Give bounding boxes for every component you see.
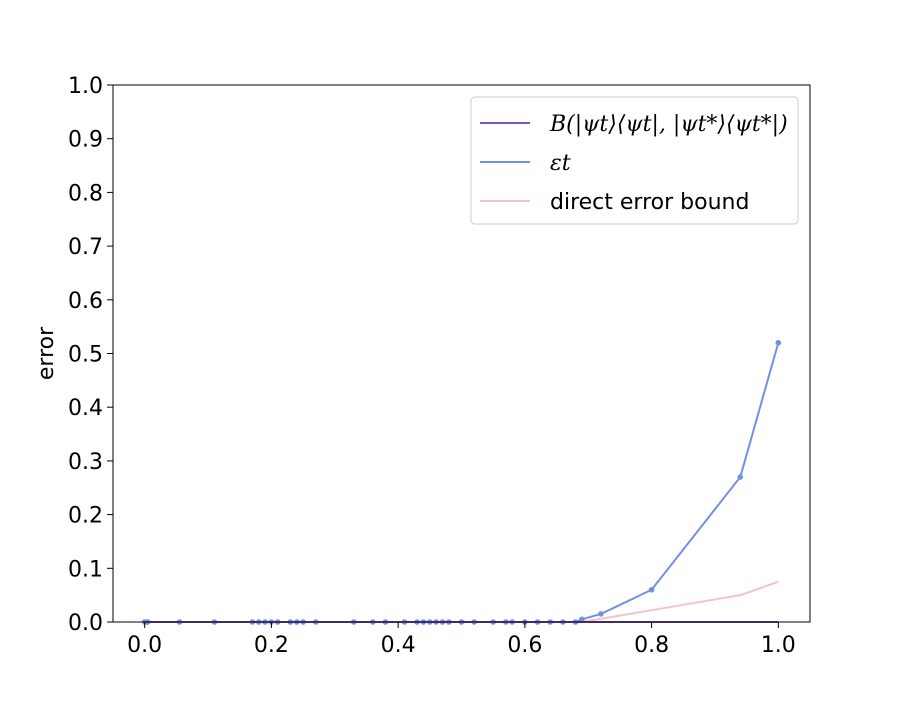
data-point	[737, 474, 744, 480]
y-tick-label: 1.0	[68, 74, 103, 99]
y-tick-label: 0.2	[68, 504, 103, 529]
y-tick-label: 0.4	[68, 396, 103, 421]
x-tick-label: 0.0	[127, 633, 162, 658]
x-tick-label: 1.0	[761, 633, 796, 658]
legend-label: εt	[550, 151, 571, 176]
x-tick-label: 0.8	[634, 633, 669, 658]
x-tick-label: 0.6	[507, 633, 542, 658]
y-tick-label: 0.8	[68, 181, 103, 206]
y-tick-label: 0.9	[68, 128, 103, 153]
x-axis: 0.0 0.2 0.4 0.6 0.8 1.0	[127, 622, 796, 658]
y-tick-label: 0.7	[68, 235, 103, 260]
y-tick-label: 0.6	[68, 289, 103, 314]
y-tick-label: 0.0	[68, 611, 103, 636]
legend: B(|ψt⟩⟨ψt|, |ψt*⟩⟨ψt*|) εt direct error bo…	[470, 96, 799, 225]
data-point	[579, 616, 585, 623]
x-tick-label: 0.4	[381, 633, 416, 658]
data-point	[598, 611, 604, 617]
y-axis-label: error	[34, 326, 59, 380]
y-axis: 0.0 0.1 0.2 0.3 0.4 0.5 0.6 0.7 0.8 0.9 1.0	[68, 74, 113, 636]
legend-label: direct error bound	[550, 190, 749, 215]
x-tick-label: 0.2	[254, 633, 289, 658]
legend-box	[470, 96, 799, 225]
y-tick-label: 0.5	[68, 343, 103, 368]
legend-label: B(|ψt⟩⟨ψt|, |ψt*⟩⟨ψt*|)	[549, 112, 788, 137]
data-point	[648, 586, 655, 593]
y-tick-label: 0.3	[68, 450, 103, 475]
y-tick-label: 0.1	[68, 557, 103, 582]
data-point	[775, 339, 782, 346]
